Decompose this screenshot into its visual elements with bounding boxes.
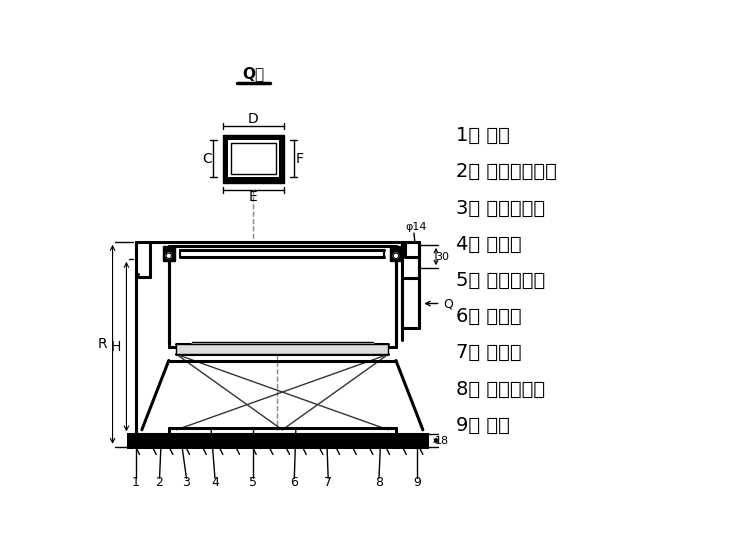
Text: 6: 6 bbox=[290, 476, 298, 489]
Text: 7: 7 bbox=[324, 476, 332, 489]
Text: C: C bbox=[202, 152, 212, 166]
Bar bbox=[390, 246, 402, 261]
Text: F: F bbox=[296, 152, 304, 166]
Text: 7、 密封垫: 7、 密封垫 bbox=[456, 343, 521, 362]
Text: 9: 9 bbox=[413, 476, 422, 489]
Text: 9、 吊块: 9、 吊块 bbox=[456, 416, 510, 435]
Text: 3: 3 bbox=[182, 476, 190, 489]
Bar bbox=[223, 135, 284, 182]
Text: R: R bbox=[98, 337, 107, 351]
Text: 5、 高效过滤器: 5、 高效过滤器 bbox=[456, 271, 545, 290]
Bar bbox=[223, 135, 284, 182]
Text: 18: 18 bbox=[435, 436, 449, 446]
Text: 5: 5 bbox=[250, 476, 257, 489]
Text: 4、 压螺栓: 4、 压螺栓 bbox=[456, 234, 521, 254]
Text: 2、 过滤器安装框: 2、 过滤器安装框 bbox=[456, 163, 556, 181]
Text: 1: 1 bbox=[132, 476, 140, 489]
Text: 4: 4 bbox=[211, 476, 219, 489]
Text: H: H bbox=[111, 340, 121, 353]
Bar bbox=[176, 343, 388, 354]
Text: Q向: Q向 bbox=[242, 66, 265, 81]
Text: 8、 进风口法兰: 8、 进风口法兰 bbox=[456, 379, 545, 399]
Bar bbox=[231, 143, 276, 174]
Text: D: D bbox=[248, 112, 259, 127]
Text: 1、 箱体: 1、 箱体 bbox=[456, 126, 510, 145]
Circle shape bbox=[166, 253, 172, 258]
Text: φ14: φ14 bbox=[405, 222, 427, 232]
Bar bbox=[228, 140, 279, 178]
Bar bbox=[163, 246, 175, 261]
Circle shape bbox=[393, 253, 398, 258]
Text: 3、 定位压紧块: 3、 定位压紧块 bbox=[456, 199, 545, 217]
Bar bbox=[128, 435, 427, 447]
Text: Q: Q bbox=[444, 297, 454, 310]
Text: E: E bbox=[249, 190, 258, 204]
Text: 2: 2 bbox=[155, 476, 164, 489]
Text: 8: 8 bbox=[375, 476, 383, 489]
Text: 6、 散流板: 6、 散流板 bbox=[456, 307, 521, 326]
Text: 30: 30 bbox=[435, 252, 449, 262]
